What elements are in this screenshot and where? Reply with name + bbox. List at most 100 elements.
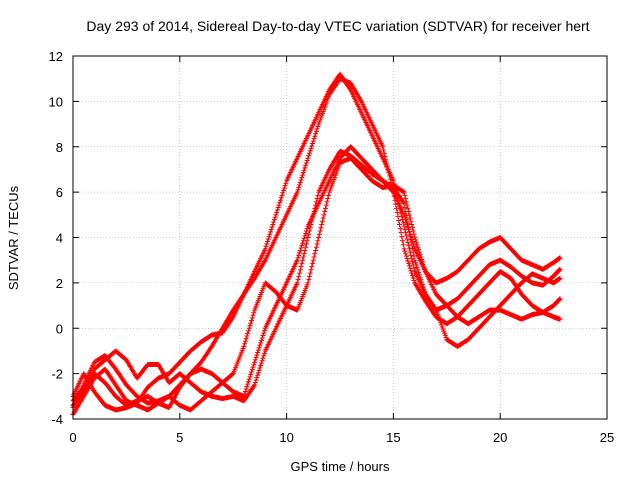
data-point-marker xyxy=(409,256,415,262)
data-point-marker xyxy=(273,212,279,218)
y-tick-label: 8 xyxy=(56,140,63,155)
data-point-marker xyxy=(316,235,322,240)
data-points xyxy=(70,71,563,417)
data-point-marker xyxy=(557,255,563,261)
data-point-marker xyxy=(258,363,264,369)
data-point-marker xyxy=(312,205,318,211)
data-point-marker xyxy=(406,243,412,249)
data-point-marker xyxy=(306,150,312,156)
data-point-marker xyxy=(419,256,425,262)
data-point-marker xyxy=(396,217,402,223)
data-point-marker xyxy=(303,160,309,166)
data-point-marker xyxy=(272,214,278,220)
data-point-marker xyxy=(404,217,410,223)
y-tick-label: 6 xyxy=(56,185,63,200)
data-point-marker xyxy=(294,189,300,195)
data-point-marker xyxy=(305,155,311,161)
data-point-marker xyxy=(271,219,277,225)
data-point-marker xyxy=(309,143,315,149)
data-point-marker xyxy=(295,255,301,261)
data-point-marker xyxy=(414,242,420,248)
data-point-marker xyxy=(241,343,247,349)
data-point-marker xyxy=(380,147,386,153)
data-point-marker xyxy=(417,274,423,280)
x-axis-label: GPS time / hours xyxy=(291,459,390,474)
data-point-marker xyxy=(419,279,425,285)
data-point-marker xyxy=(301,167,307,173)
data-point-marker xyxy=(252,357,258,363)
data-point-marker xyxy=(294,257,300,263)
data-point-marker xyxy=(310,212,316,218)
data-point-marker xyxy=(300,254,306,260)
data-point-marker xyxy=(310,257,316,263)
data-point-marker xyxy=(323,202,329,208)
data-point-marker xyxy=(409,236,415,242)
data-point-marker xyxy=(400,238,406,244)
y-tick-label: 2 xyxy=(56,276,63,291)
data-point-marker xyxy=(257,342,263,348)
data-point-marker xyxy=(274,207,280,213)
data-point-marker xyxy=(297,182,303,188)
data-point-marker xyxy=(318,225,324,231)
x-tick-label: 0 xyxy=(69,430,76,445)
data-point-marker xyxy=(390,178,396,184)
data-point-marker xyxy=(313,131,319,137)
data-point-marker xyxy=(393,205,399,211)
data-point-marker xyxy=(255,347,261,353)
data-point-marker xyxy=(304,238,310,244)
data-point-marker xyxy=(265,239,271,245)
data-point-marker xyxy=(419,281,425,287)
data-point-marker xyxy=(347,86,353,92)
data-point-marker xyxy=(306,228,312,234)
data-point-marker xyxy=(261,330,267,336)
data-point-marker xyxy=(408,268,414,274)
data-point-marker xyxy=(394,209,400,215)
data-point-marker xyxy=(296,184,302,190)
data-point-marker xyxy=(297,247,303,253)
data-point-marker xyxy=(415,267,421,273)
data-point-marker xyxy=(409,241,415,247)
data-point-marker xyxy=(301,251,307,257)
data-point-marker xyxy=(411,277,417,283)
data-point-marker xyxy=(306,153,312,159)
data-point-marker xyxy=(421,264,427,270)
data-point-marker xyxy=(263,243,269,249)
data-point-marker xyxy=(306,231,312,237)
data-point-marker xyxy=(400,199,406,205)
data-point-marker xyxy=(251,310,257,316)
data-point-marker xyxy=(313,202,319,208)
data-point-marker xyxy=(399,234,405,240)
data-point-marker xyxy=(310,260,316,266)
data-point-marker xyxy=(310,141,316,147)
data-point-marker xyxy=(421,286,427,292)
data-point-marker xyxy=(557,316,563,322)
data-point-marker xyxy=(416,269,422,275)
data-point-marker xyxy=(308,145,314,151)
data-point-marker xyxy=(419,259,425,265)
data-point-marker xyxy=(303,230,309,236)
data-point-marker xyxy=(315,238,321,244)
data-point-marker xyxy=(402,248,408,254)
data-point-marker xyxy=(255,370,261,376)
data-point-marker xyxy=(416,249,422,255)
data-point-marker xyxy=(299,175,305,181)
data-point-marker xyxy=(278,195,284,201)
data-point-marker xyxy=(244,384,250,390)
x-tick-label: 5 xyxy=(176,430,183,445)
data-point-marker xyxy=(248,371,254,377)
data-point-marker xyxy=(281,185,287,191)
data-point-marker xyxy=(306,277,312,283)
data-point-marker xyxy=(403,213,409,219)
data-point-marker xyxy=(322,209,328,215)
data-point-marker xyxy=(413,239,419,245)
data-point-marker xyxy=(252,380,258,386)
data-point-marker xyxy=(309,218,315,224)
data-point-marker xyxy=(247,374,253,380)
data-point-marker xyxy=(415,244,421,250)
data-point-marker xyxy=(257,365,263,371)
data-point-marker xyxy=(251,362,257,368)
data-point-marker xyxy=(80,390,86,396)
data-point-marker xyxy=(280,190,286,196)
y-tick-label: 12 xyxy=(49,49,63,64)
data-point-marker xyxy=(268,226,274,232)
